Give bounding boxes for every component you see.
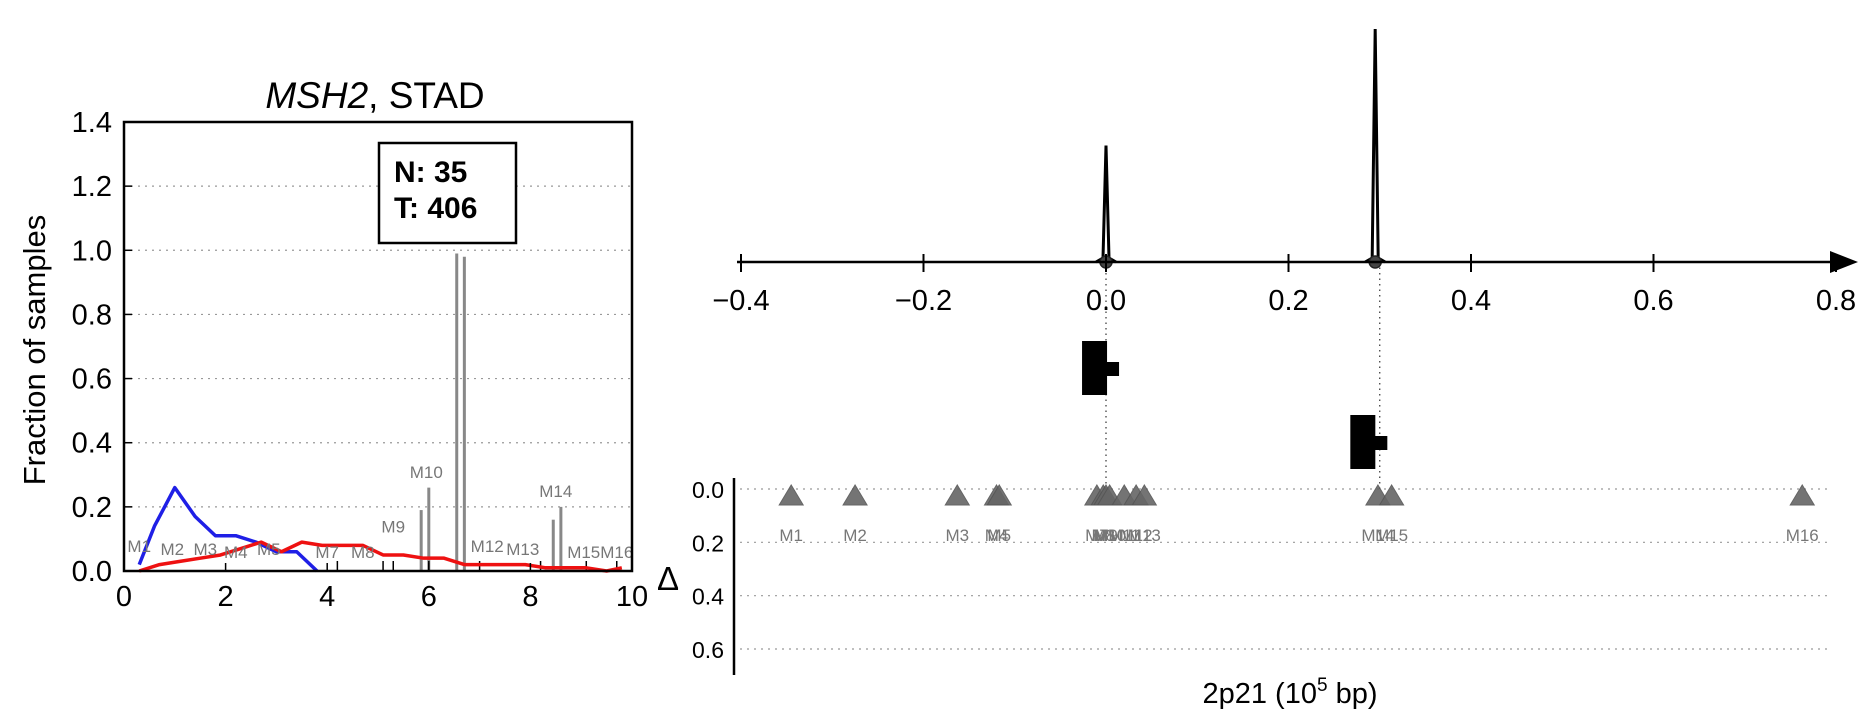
cluster-block <box>1350 415 1376 469</box>
mutation-label: M8 <box>351 543 375 562</box>
tumor-series-line <box>138 540 623 573</box>
genome-x-tick-label: −0.2 <box>895 285 952 317</box>
mutation-triangle <box>1378 484 1405 506</box>
mutation-label: M16 <box>1786 526 1819 545</box>
genome-axis-arrowhead <box>1830 251 1858 273</box>
mutation-triangle <box>842 484 868 506</box>
mutation-label: M4 <box>224 543 248 562</box>
left-y-tick-label: 1.4 <box>72 107 112 139</box>
mutation-label: M5 <box>257 540 281 559</box>
mutation-label: M2 <box>843 526 867 545</box>
mutation-label: M15 <box>1375 526 1408 545</box>
left-y-tick-label: 0.2 <box>72 492 112 524</box>
sample-count-box: N: 35 T: 406 <box>377 141 518 245</box>
mutation-label: M7 <box>1085 526 1109 545</box>
left-y-tick-label: 0.4 <box>72 428 112 460</box>
mutation-label: M10 <box>1093 526 1126 545</box>
right-panel: −0.4 −0.2 0.0 0.2 0.4 0.6 0.8 Δ 0.0 0.2 0.4 0.6 M… <box>657 28 1858 710</box>
left-panel: MSH2, STAD Fraction of samples M1 M2 M3 M4 M… <box>17 75 648 613</box>
mutation-label: M9 <box>381 518 405 537</box>
right-x-axis-label: 2p21 (105 bp) <box>1202 675 1377 710</box>
left-x-tick-label: 8 <box>522 581 538 613</box>
left-y-tick-label: 1.2 <box>72 171 112 203</box>
mutation-label: M10 <box>410 463 443 482</box>
mutation-label: M4 <box>985 526 1009 545</box>
genome-x-tick-label: 0.0 <box>1086 285 1126 317</box>
delta-axis-label: Δ <box>657 560 679 597</box>
mutation-triangle <box>944 484 971 506</box>
mutation-label: M14 <box>539 482 572 501</box>
mutation-label: M1 <box>779 526 803 545</box>
genome-x-tick-label: 0.2 <box>1268 285 1308 317</box>
genome-x-tick-label: 0.6 <box>1633 285 1673 317</box>
delta-tick-label: 0.6 <box>692 637 724 663</box>
genome-x-tick-label: 0.8 <box>1816 285 1856 317</box>
density-peak <box>1364 28 1386 264</box>
mutation-label: M3 <box>193 540 217 559</box>
cluster-block <box>1082 341 1108 395</box>
left-y-axis-label: Fraction of samples <box>17 215 52 486</box>
genome-x-tick-label: −0.4 <box>712 285 769 317</box>
normal-series-line <box>137 485 319 573</box>
mutation-label: M14 <box>1361 526 1394 545</box>
mutation-label: M16 <box>600 543 633 562</box>
delta-tick-label: 0.2 <box>692 530 724 556</box>
delta-tick-label: 0.4 <box>692 584 724 610</box>
mutation-triangle <box>1789 484 1816 506</box>
mutation-triangle <box>778 484 805 506</box>
mutation-label: M11 <box>1108 526 1140 545</box>
mutation-label: M3 <box>945 526 969 545</box>
cluster-block-nub <box>1106 362 1120 376</box>
left-x-tick-label: 0 <box>116 581 132 613</box>
left-x-tick-label: 10 <box>616 581 648 613</box>
left-y-tick-label: 0.0 <box>72 556 112 588</box>
mutation-triangle <box>1131 484 1158 506</box>
mutation-label: M2 <box>160 540 184 559</box>
normal-count-label: N: 35 <box>394 156 467 189</box>
left-x-tick-label: 4 <box>319 581 335 613</box>
delta-tick-label: 0.0 <box>692 477 724 503</box>
left-y-tick-label: 0.6 <box>72 364 112 396</box>
mutation-label: M7 <box>315 543 339 562</box>
cluster-block-nub <box>1374 436 1388 450</box>
density-peak <box>1095 145 1117 264</box>
genome-x-tick-label: 0.4 <box>1451 285 1491 317</box>
left-x-tick-label: 2 <box>218 581 234 613</box>
mutation-label: M1 <box>127 537 151 556</box>
mutation-triangle <box>986 484 1013 506</box>
mutation-label: M12 <box>1120 526 1153 545</box>
left-y-tick-label: 0.8 <box>72 299 112 331</box>
mutation-label: M9 <box>1094 526 1118 545</box>
mutation-label: M13 <box>1128 526 1161 545</box>
left-chart-title: MSH2, STAD <box>265 75 484 116</box>
left-plot-frame <box>122 120 634 573</box>
tumor-count-label: T: 406 <box>394 192 477 225</box>
left-y-tick-label: 1.0 <box>72 235 112 267</box>
mutation-label: M13 <box>506 540 539 559</box>
mutation-label: M5 <box>987 526 1011 545</box>
mutation-label: M8 <box>1091 526 1115 545</box>
mutation-label: M15 <box>567 543 600 562</box>
left-x-tick-label: 6 <box>421 581 437 613</box>
mutation-label: M12 <box>471 537 504 556</box>
